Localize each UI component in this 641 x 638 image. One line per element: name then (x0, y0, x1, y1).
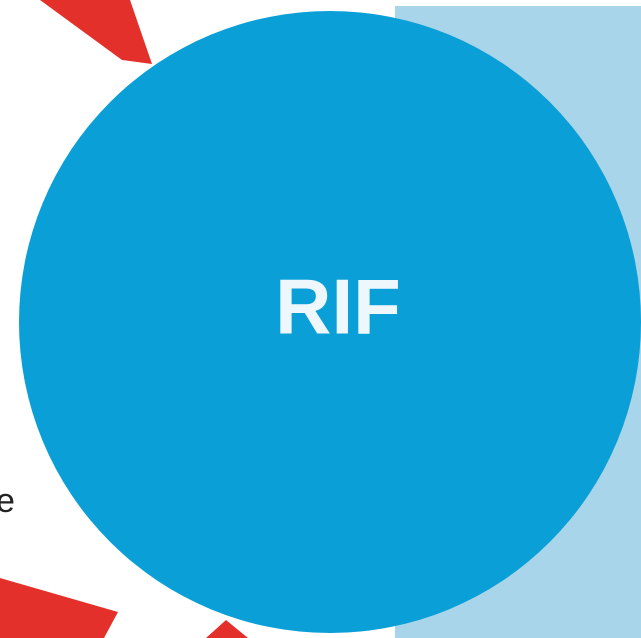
side-text: e (0, 482, 15, 520)
center-circle (19, 11, 641, 633)
arrow-bottom-left (0, 578, 118, 638)
arrow-bottom (206, 620, 248, 638)
arrow-top-left (40, 0, 152, 64)
center-label: RIF (275, 263, 401, 351)
